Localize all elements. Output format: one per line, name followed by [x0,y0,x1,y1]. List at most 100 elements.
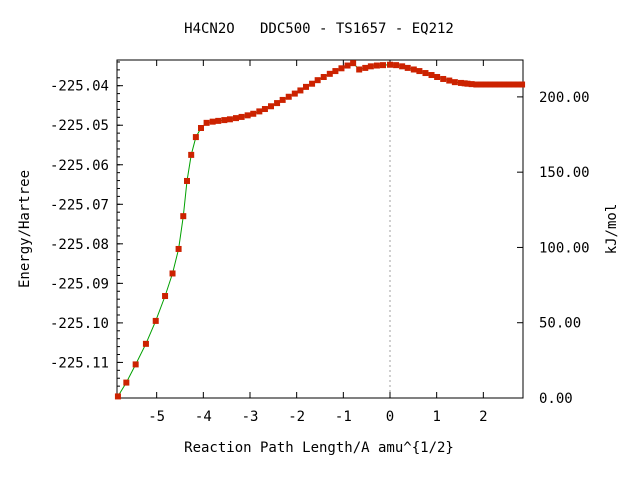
data-point [519,81,526,88]
y-tick-label: -225.05 [50,118,109,134]
data-point [350,60,357,67]
data-point [169,270,176,277]
data-point [250,110,257,117]
y-tick-label: -225.11 [50,355,109,371]
data-point [338,65,345,72]
data-point [428,72,435,79]
data-point [279,96,286,103]
x-tick-label: 2 [479,409,487,425]
x-tick-label: -2 [288,409,305,425]
data-point [114,393,121,400]
y2-tick-label: 50.00 [539,316,581,332]
y2-tick-label: 200.00 [539,90,590,106]
data-point [362,64,369,71]
data-point [314,77,321,84]
data-point [515,81,522,88]
series-group [114,60,526,400]
y-tick-label: -225.07 [50,197,109,213]
data-point [303,83,309,90]
y2-tick-label: 0.00 [539,391,573,407]
data-point [393,62,400,69]
data-point [203,119,210,126]
series-line [117,62,523,397]
data-point [399,63,406,70]
data-point [261,106,268,113]
data-point [221,117,228,124]
data-point [487,81,494,88]
data-point [451,79,458,86]
data-point [496,81,503,88]
data-point [510,81,517,88]
data-point [162,293,169,300]
data-point [238,113,245,120]
data-point [416,68,423,75]
data-point [285,93,292,100]
data-point [482,81,489,88]
data-point [464,80,471,87]
x-axis-label: Reaction Path Length/A amu^{1/2} [184,440,454,456]
data-point [501,81,508,88]
data-point [192,134,199,141]
data-point [233,115,239,122]
y-tick-label: -225.04 [50,79,109,95]
data-point [244,112,251,119]
y-axis-label: Energy/Hartree [17,170,33,288]
data-point [367,63,374,70]
data-point [215,117,222,124]
x-tick-label: 1 [432,409,440,425]
data-point [320,73,327,80]
data-point [410,66,417,73]
data-point [478,81,484,88]
y2-tick-label: 150.00 [539,165,590,181]
data-point [123,379,130,386]
y-tick-label: -225.10 [50,316,109,332]
data-point [152,317,159,324]
x-tick-label: -5 [148,409,165,425]
data-point [506,81,512,88]
chart-title: H4CN2O DDC500 - TS1657 - EQ212 [184,21,454,37]
data-point [188,151,195,158]
data-point [380,62,386,69]
data-point [468,81,475,88]
x-tick-label: 0 [386,409,394,425]
y-tick-label: -225.06 [50,158,109,174]
data-point [175,245,182,252]
x-tick-label: -3 [242,409,259,425]
data-point [326,70,333,77]
y2-axis-ticks: 0.00 50.00 100.00 150.00 200.00 [517,90,590,407]
data-point [268,103,274,110]
y2-tick-label: 100.00 [539,240,590,256]
plot-frame [116,59,524,399]
data-point [440,75,447,82]
data-point [274,100,281,107]
data-point [256,108,263,115]
data-point [422,70,429,77]
data-point [198,124,204,131]
data-point [142,340,149,347]
data-point [332,68,339,75]
data-point [344,62,351,69]
x-tick-label: -4 [195,409,212,425]
data-point [373,62,380,69]
data-point [434,73,441,80]
data-point [387,61,393,68]
data-point [309,80,316,87]
data-point [226,116,233,123]
data-point [184,177,190,184]
data-point [356,66,363,73]
data-point [492,81,498,88]
data-point [457,79,464,86]
y2-axis-label: kJ/mol [604,204,620,255]
data-point [291,90,298,97]
y-axis-ticks: -225.11 -225.10 -225.09 -225.08 -225.07 -225.… [50,61,123,395]
data-point [180,213,187,220]
data-point [209,118,216,125]
x-axis-ticks: -5 -4 -3 -2 -1 0 1 2 [148,60,488,425]
y-tick-label: -225.08 [50,237,109,253]
data-point [404,64,411,71]
data-point [473,81,480,88]
x-tick-label: -1 [335,409,352,425]
y-tick-label: -225.09 [50,276,109,292]
